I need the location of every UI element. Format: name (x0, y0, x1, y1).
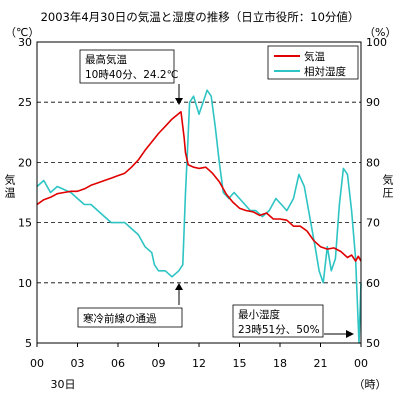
annotation-min-humidity-line1: 最小湿度 (238, 308, 280, 321)
y-left-tick-label: 5 (25, 337, 32, 350)
x-tick-label: 18 (273, 357, 287, 370)
arrow-right-icon (346, 330, 354, 338)
y-right-tick-label: 50 (366, 337, 380, 350)
annotation-max-temp-box (79, 49, 175, 84)
annotation-max-temp-line2: 10時40分、24.2℃ (85, 69, 178, 81)
chart-title: 2003年4月30日の気温と湿度の推移（日立市役所：10分値） (41, 10, 360, 24)
axis-label-char: 圧 (383, 187, 394, 200)
x-tick-label: 06 (111, 357, 125, 370)
y-left-tick-label: 25 (18, 96, 32, 109)
x-tick-label: 00 (354, 357, 368, 370)
grid-lines (37, 101, 361, 284)
legend-label-humidity: 相対湿度 (304, 65, 346, 78)
axis-label-char: 気 (5, 173, 16, 187)
annotation-max-temp-line1: 最高気温 (85, 53, 127, 66)
y-left-tick-label: 20 (18, 156, 32, 169)
y-left-ticks: 5 10 15 20 25 30 (18, 36, 32, 350)
series-line-temperature (36, 111, 362, 262)
annotation-min-humidity: 最小湿度 23時51分、50% (232, 304, 354, 338)
y-right-tick-label: 70 (366, 217, 380, 230)
x-tick-label: 12 (192, 357, 206, 370)
plot-frame (36, 41, 362, 344)
series-line-humidity (36, 89, 362, 344)
x-tick-label: 00 (30, 357, 44, 370)
y-right-tick-label: 90 (366, 96, 380, 109)
y-left-tick-label: 15 (18, 217, 32, 230)
y-left-label: 気温 (5, 173, 16, 200)
legend: 気温 相対湿度 (267, 45, 359, 80)
arrow-down-icon (175, 98, 183, 105)
y-left-tick-label: 10 (18, 277, 32, 290)
y-right-tick-label: 60 (366, 277, 380, 290)
y-right-unit: （%） (364, 26, 396, 39)
annotation-cold-front-box (77, 307, 183, 328)
axis-label-char: 温 (5, 187, 16, 200)
y-right-tick-label: 80 (366, 156, 380, 169)
x-tick-label: 21 (314, 357, 328, 370)
x-tick-label: 03 (71, 357, 85, 370)
y-right-label: 気圧 (383, 173, 394, 200)
series-layer (36, 89, 362, 344)
y-left-tick-label: 30 (18, 36, 32, 49)
x-ticks: 00 03 06 09 12 15 18 21 00 (30, 343, 368, 370)
y-right-ticks: 50 60 70 80 90 100 (366, 36, 387, 350)
x-unit: （時） (354, 378, 387, 391)
annotation-cold-front-text: 寒冷前線の通過 (83, 312, 157, 325)
annotation-max-temp: 最高気温 10時40分、24.2℃ (79, 49, 183, 105)
y-right-tick-label: 100 (366, 36, 387, 49)
x-tick-label: 09 (152, 357, 166, 370)
annotation-min-humidity-box (232, 304, 324, 338)
arrow-up-icon (175, 283, 183, 290)
annotation-min-humidity-line2: 23時51分、50% (238, 324, 320, 336)
annotation-cold-front: 寒冷前線の通過 (77, 283, 183, 328)
legend-label-temp: 気温 (304, 50, 325, 63)
x-tick-label: 15 (233, 357, 247, 370)
y-left-unit: （℃） (5, 26, 39, 39)
axis-label-char: 気 (383, 173, 394, 187)
legend-box (267, 45, 359, 80)
x-sublabel: 30日 (51, 378, 76, 391)
